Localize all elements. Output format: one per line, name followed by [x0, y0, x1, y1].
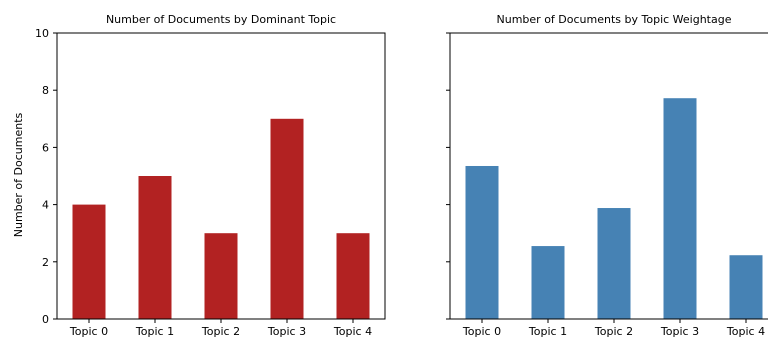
- x-tick-label: Topic 0: [69, 325, 108, 338]
- y-ticks: [446, 32, 450, 320]
- x-tick-label: Topic 4: [726, 325, 765, 338]
- chart-title: Number of Documents by Dominant Topic: [106, 13, 336, 26]
- y-tick-label: 10: [35, 27, 49, 40]
- x-ticks: Topic 0 Topic 1 Topic 2 Topic 3 Topic 4: [69, 319, 372, 338]
- x-tick-label: Topic 3: [267, 325, 306, 338]
- y-tick-label: 2: [42, 256, 49, 269]
- bar-topic-1: [138, 176, 172, 319]
- bar-topic-2: [597, 208, 631, 319]
- y-tick-label: 4: [42, 199, 49, 212]
- chart-title: Number of Documents by Topic Weightage: [497, 13, 732, 26]
- bar-topic-3: [663, 98, 697, 319]
- y-tick-label: 0: [42, 313, 49, 326]
- bar-topic-2: [204, 233, 238, 319]
- chart-topic-weightage: Number of Documents by Topic Weightage T…: [446, 13, 768, 338]
- bar-topic-3: [270, 118, 304, 319]
- bar-topic-4: [336, 233, 370, 319]
- x-tick-label: Topic 4: [333, 325, 372, 338]
- chart-dominant-topic: Number of Documents by Dominant Topic Nu…: [12, 13, 386, 338]
- x-tick-label: Topic 1: [528, 325, 567, 338]
- bar-topic-4: [729, 255, 763, 319]
- y-ticks: 0 2 4 6 8 10: [35, 27, 57, 326]
- y-axis-label: Number of Documents: [12, 112, 25, 237]
- bar-topic-1: [531, 246, 565, 319]
- bar-topic-0: [72, 204, 106, 319]
- bars-group: [72, 118, 370, 319]
- y-tick-label: 8: [42, 84, 49, 97]
- x-tick-label: Topic 2: [594, 325, 633, 338]
- bar-topic-0: [465, 165, 499, 319]
- x-tick-label: Topic 3: [660, 325, 699, 338]
- x-tick-label: Topic 0: [462, 325, 501, 338]
- x-tick-label: Topic 1: [135, 325, 174, 338]
- bars-group: [465, 98, 763, 319]
- y-tick-label: 6: [42, 141, 49, 154]
- x-ticks: Topic 0 Topic 1 Topic 2 Topic 3 Topic 4: [462, 319, 765, 338]
- x-tick-label: Topic 2: [201, 325, 240, 338]
